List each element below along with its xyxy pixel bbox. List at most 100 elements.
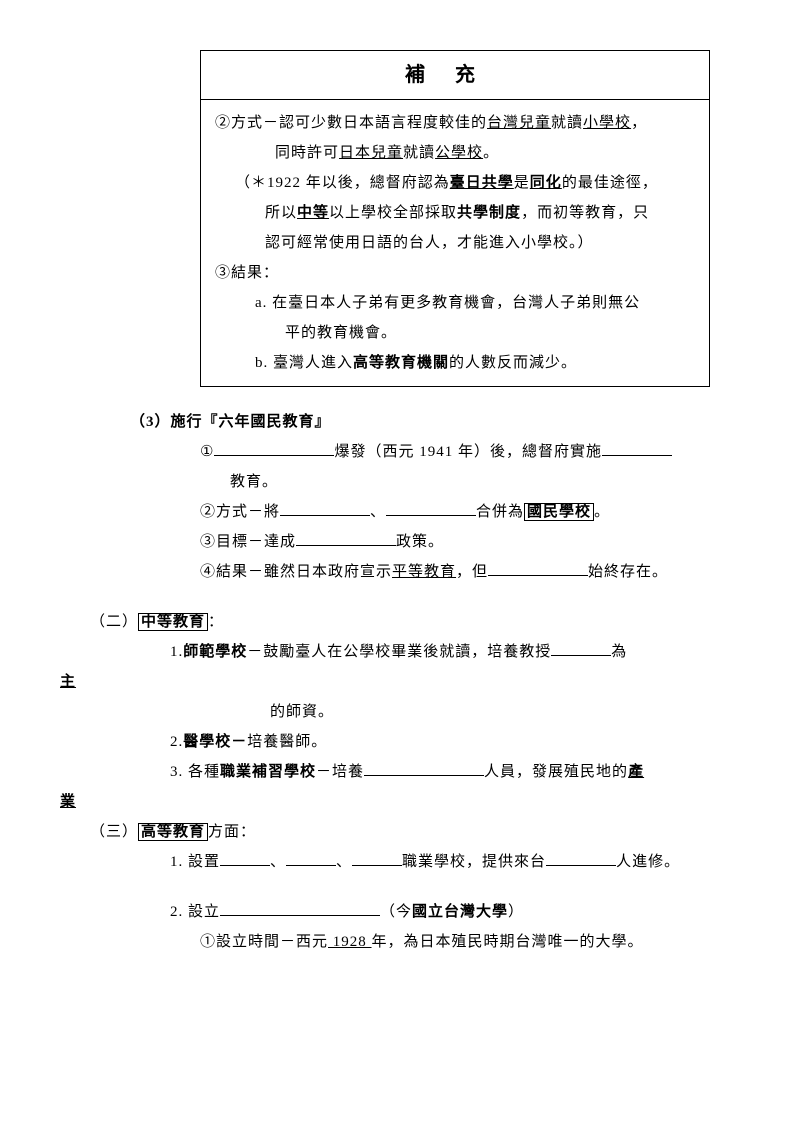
t: 國立台灣大學 xyxy=(412,904,508,920)
t: 平等教育 xyxy=(392,564,456,580)
t: 2. xyxy=(170,734,183,750)
box-line-1: ②方式－認可少數日本語言程度較佳的台灣兒童就讀小學校， xyxy=(215,108,695,138)
sec3-l2: 教育。 xyxy=(60,467,740,497)
t: 臺日共學 xyxy=(450,175,514,191)
box-line-5: 認可經常使用日語的台人，才能進入小學校。） xyxy=(215,228,695,258)
part3-l1: 1. 設置、、職業學校，提供來台人進修。 xyxy=(60,847,740,877)
t: （二） xyxy=(90,614,138,630)
boxed: 中等教育 xyxy=(138,613,208,631)
t: 人員，發展殖民地的 xyxy=(484,764,628,780)
blank xyxy=(602,440,672,456)
t: 就讀 xyxy=(551,115,583,131)
t: ④結果－雖然日本政府宣示 xyxy=(200,564,392,580)
boxed: 國民學校 xyxy=(524,503,594,521)
t: 共學制度 xyxy=(457,205,521,221)
t: 的人數反而減少。 xyxy=(449,355,577,371)
blank xyxy=(546,850,616,866)
t: －鼓勵臺人在公學校畢業後就讀，培養教授 xyxy=(247,644,551,660)
t: ，但 xyxy=(456,564,488,580)
t: 培養醫師。 xyxy=(247,734,327,750)
t: b. 臺灣人進入 xyxy=(255,355,353,371)
t: （＊1922 年以後，總督府認為 xyxy=(235,175,450,191)
t: 1928 xyxy=(328,934,372,950)
blank xyxy=(352,850,402,866)
floater-2: 業 xyxy=(60,787,740,817)
blank xyxy=(386,500,476,516)
t: 高等教育機關 xyxy=(353,355,449,371)
t: （今 xyxy=(380,904,412,920)
box-line-8: b. 臺灣人進入高等教育機關的人數反而減少。 xyxy=(215,348,695,378)
t: 爆發（西元 1941 年）後，總督府實施 xyxy=(334,444,602,460)
box-line-4: 所以中等以上學校全部採取共學制度，而初等教育，只 xyxy=(215,198,695,228)
blank xyxy=(280,500,370,516)
t: 產 xyxy=(628,764,644,780)
t: ： xyxy=(208,614,224,630)
t: ②方式－將 xyxy=(200,504,280,520)
sec3-heading: （3）施行『六年國民教育』 xyxy=(60,407,740,437)
blank xyxy=(296,530,396,546)
t: （三） xyxy=(90,824,138,840)
box-line-2: 同時許可日本兒童就讀公學校。 xyxy=(215,138,695,168)
t: ① xyxy=(200,444,214,460)
part2-l3: 2.醫學校－培養醫師。 xyxy=(60,727,740,757)
t: 台灣兒童 xyxy=(487,115,551,131)
part2-l1: 1.師範學校－鼓勵臺人在公學校畢業後就讀，培養教授為 xyxy=(60,637,740,667)
t: ） xyxy=(508,904,524,920)
t: 。 xyxy=(483,145,499,161)
part2-l2: 的師資。 xyxy=(60,697,740,727)
t: 。 xyxy=(594,504,610,520)
t: 就讀 xyxy=(403,145,435,161)
t: 、 xyxy=(270,854,286,870)
floater-1: 主 xyxy=(60,667,740,697)
blank xyxy=(286,850,336,866)
t: 是 xyxy=(514,175,530,191)
box-line-7b: 平的教育機會。 xyxy=(215,318,695,348)
sec3-l1: ① 爆發（西元 1941 年）後，總督府實施 xyxy=(60,437,740,467)
blank xyxy=(488,560,588,576)
t: ③目標－達成 xyxy=(200,534,296,550)
t: ， xyxy=(631,115,647,131)
blank xyxy=(214,440,334,456)
blank xyxy=(551,640,611,656)
t: 同時許可 xyxy=(275,145,339,161)
box-line-3: （＊1922 年以後，總督府認為臺日共學是同化的最佳途徑， xyxy=(215,168,695,198)
t: 政策。 xyxy=(396,534,444,550)
t: 小學校 xyxy=(583,115,631,131)
t: 所以 xyxy=(265,205,297,221)
part3-l3: ①設立時間－西元 1928 年，為日本殖民時期台灣唯一的大學。 xyxy=(60,927,740,957)
t: 2. 設立 xyxy=(170,904,220,920)
part2-heading: （二）中等教育： xyxy=(60,607,740,637)
box-line-6: ③結果： xyxy=(215,258,695,288)
t: 的最佳途徑， xyxy=(562,175,658,191)
part2-l4: 3. 各種職業補習學校－培養人員，發展殖民地的產 xyxy=(60,757,740,787)
boxed: 高等教育 xyxy=(138,823,208,841)
sec3-l3: ②方式－將 、 合併為國民學校。 xyxy=(60,497,740,527)
t: 、 xyxy=(370,504,386,520)
t: 3. 各種 xyxy=(170,764,220,780)
box-title: 補充 xyxy=(201,51,709,100)
t: ②方式－認可少數日本語言程度較佳的 xyxy=(215,115,487,131)
sec3-l4: ③目標－達成 政策。 xyxy=(60,527,740,557)
t: 人進修。 xyxy=(616,854,680,870)
t: 職業學校，提供來台 xyxy=(402,854,546,870)
t: 日本兒童 xyxy=(339,145,403,161)
t: 師範學校 xyxy=(183,644,247,660)
t: 始終存在。 xyxy=(588,564,668,580)
t: 中等 xyxy=(297,205,329,221)
t: 為 xyxy=(611,644,627,660)
t: 醫學校－ xyxy=(183,734,247,750)
supplement-box: 補充 ②方式－認可少數日本語言程度較佳的台灣兒童就讀小學校， 同時許可日本兒童就… xyxy=(200,50,710,387)
part3-heading: （三）高等教育方面： xyxy=(60,817,740,847)
t: （3）施行『六年國民教育』 xyxy=(130,414,331,430)
blank xyxy=(220,900,380,916)
blank xyxy=(364,760,484,776)
t: ，而初等教育，只 xyxy=(521,205,649,221)
t: 、 xyxy=(336,854,352,870)
t: 職業補習學校 xyxy=(220,764,316,780)
blank xyxy=(220,850,270,866)
sec3-l5: ④結果－雖然日本政府宣示平等教育，但 始終存在。 xyxy=(60,557,740,587)
t: 合併為 xyxy=(476,504,524,520)
t: ①設立時間－西元 xyxy=(200,934,328,950)
t: 年，為日本殖民時期台灣唯一的大學。 xyxy=(372,934,644,950)
box-line-7: a. 在臺日本人子弟有更多教育機會，台灣人子弟則無公 xyxy=(215,288,695,318)
